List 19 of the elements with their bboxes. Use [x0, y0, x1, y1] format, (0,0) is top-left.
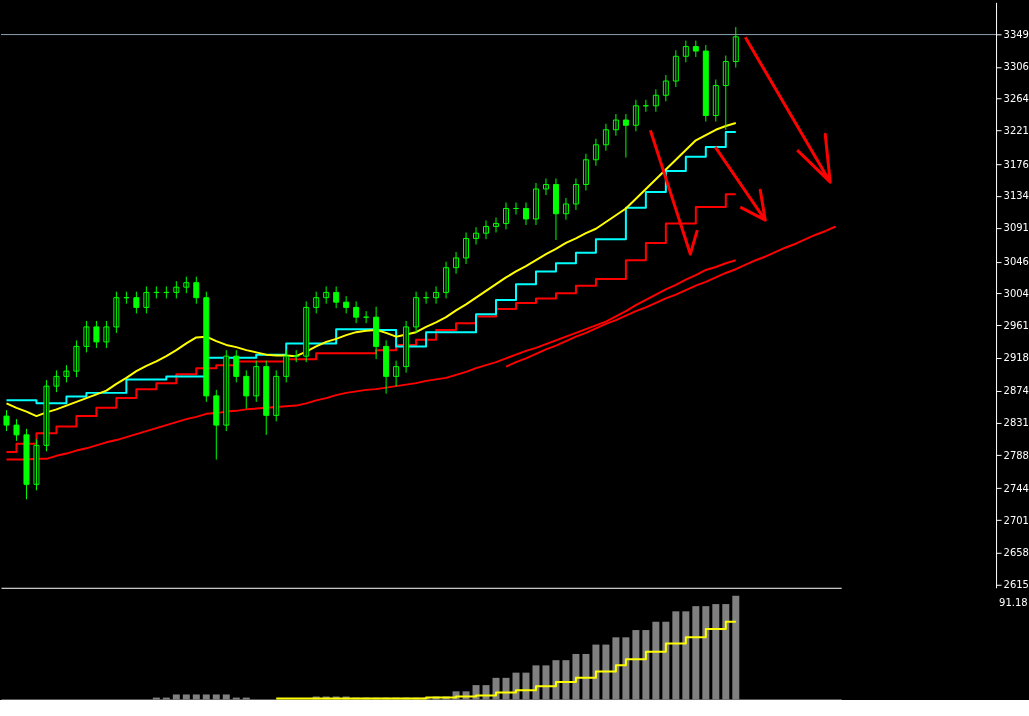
- y-tick-label: 2658: [1003, 547, 1029, 559]
- y-tick-label: 2744: [1003, 482, 1029, 494]
- y-tick-label: 3264: [1003, 92, 1029, 104]
- y-tick-label: 2788: [1003, 449, 1029, 461]
- y-tick-label: 3134: [1003, 190, 1029, 202]
- y-tick-label: 2701: [1003, 514, 1029, 526]
- y-tick-label: 2918: [1003, 352, 1029, 364]
- y-tick-label: 3176: [1003, 158, 1029, 170]
- y-tick-label: 3046: [1003, 256, 1029, 268]
- y-tick-label: 2615: [1003, 579, 1029, 591]
- y-tick-label: 3004: [1003, 287, 1029, 299]
- y-tick-label: 2961: [1003, 319, 1029, 331]
- y-tick-label: 3349: [1003, 29, 1029, 41]
- y-tick-label: 3306: [1003, 61, 1029, 73]
- y-tick-label: 2874: [1003, 385, 1029, 397]
- text: 91.18: [999, 596, 1028, 608]
- y-tick-label: 2831: [1003, 417, 1029, 429]
- y-tick-label: 3221: [1003, 125, 1029, 137]
- y-tick-label: 3091: [1003, 222, 1029, 234]
